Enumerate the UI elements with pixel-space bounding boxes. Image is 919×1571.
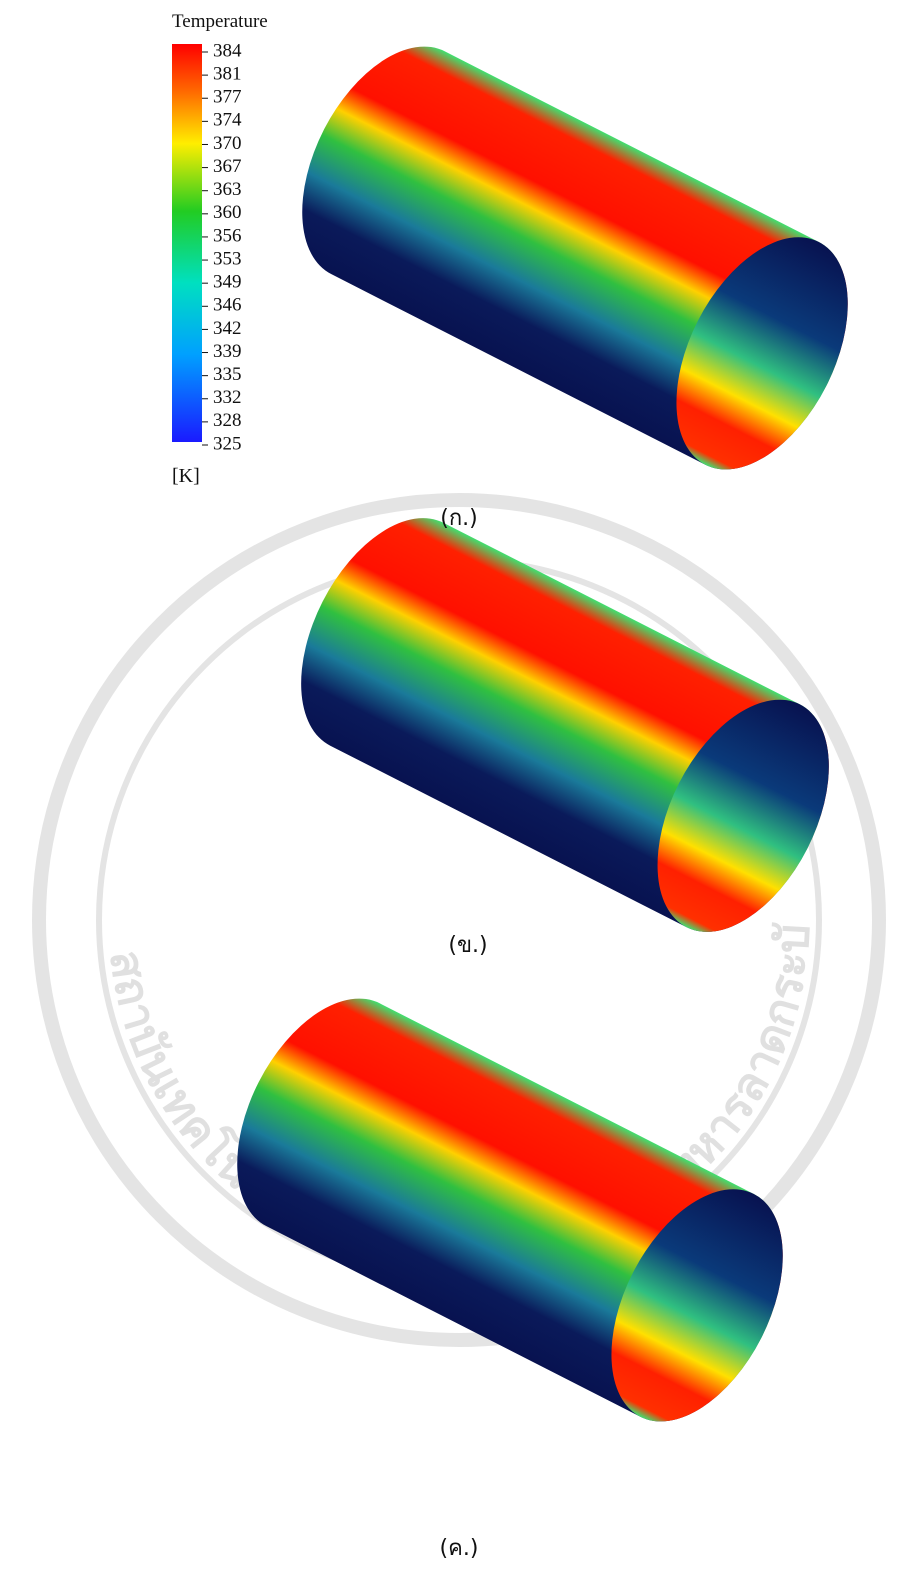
cylinder-end — [657, 699, 829, 932]
cylinder — [302, 46, 848, 470]
tick-label: 328 — [213, 410, 242, 431]
tick-label: 377 — [213, 87, 242, 108]
cylinder — [301, 518, 829, 932]
cylinder-end — [676, 237, 848, 470]
tick-label: 353 — [213, 248, 242, 269]
tick-label: 349 — [213, 272, 242, 293]
caption: (ข.) — [448, 933, 487, 958]
tick-label: 381 — [213, 63, 242, 84]
legend-ticks: 3843813773743703673633603563533493463423… — [202, 40, 242, 454]
cylinder-end — [611, 1189, 783, 1422]
tick-label: 367 — [213, 156, 242, 177]
tick-label: 384 — [213, 40, 242, 61]
caption: (ก.) — [440, 506, 477, 531]
tick-label: 363 — [213, 179, 242, 200]
tick-label: 332 — [213, 387, 242, 408]
tick-label: 325 — [213, 433, 242, 454]
tick-label: 374 — [213, 110, 242, 131]
tick-label: 360 — [213, 202, 242, 223]
legend-title: Temperature — [172, 11, 268, 32]
cylinder — [237, 998, 783, 1422]
tick-label: 370 — [213, 133, 242, 154]
colorbar — [172, 44, 202, 442]
legend-unit: [K] — [172, 465, 200, 487]
tick-label: 335 — [213, 364, 242, 385]
caption: (ค.) — [440, 1536, 479, 1561]
tick-label: 342 — [213, 318, 242, 339]
tick-label: 346 — [213, 295, 242, 316]
tick-label: 339 — [213, 341, 242, 362]
tick-label: 356 — [213, 225, 242, 246]
